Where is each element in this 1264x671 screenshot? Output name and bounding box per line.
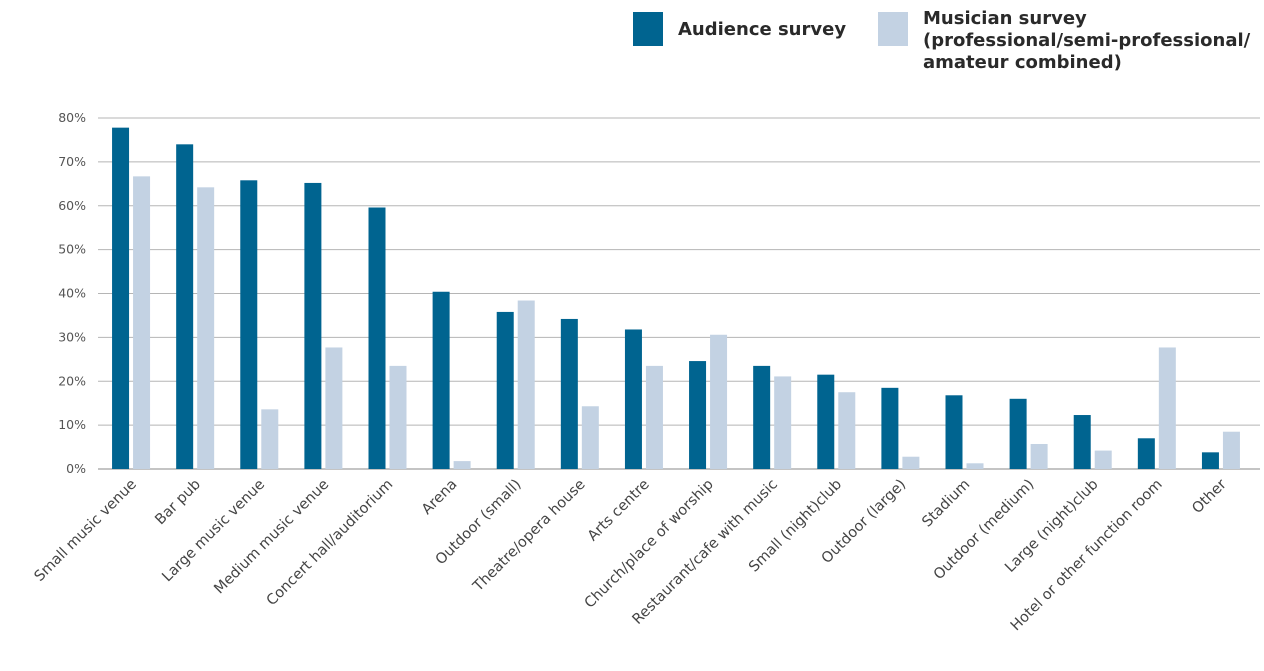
y-tick-label: 10%	[58, 417, 86, 432]
bar-musician-11	[838, 392, 856, 469]
legend-swatch-musician	[878, 12, 908, 46]
bar-audience-17	[1201, 452, 1219, 469]
bar-musician-15	[1094, 450, 1112, 469]
bar-audience-0	[112, 127, 130, 469]
x-category-label: Bar pub	[152, 477, 204, 529]
bar-audience-7	[560, 318, 578, 469]
bar-audience-5	[432, 291, 450, 469]
y-tick-label: 80%	[58, 110, 86, 125]
y-tick-label: 30%	[58, 329, 86, 344]
bar-musician-14	[1030, 443, 1048, 469]
bar-musician-1	[197, 187, 215, 469]
bar-audience-13	[945, 395, 963, 469]
bar-musician-2	[261, 409, 279, 469]
bar-audience-14	[1009, 398, 1027, 469]
bar-musician-6	[517, 300, 535, 469]
bar-audience-2	[240, 180, 258, 470]
x-category-label: Theatre/opera house	[470, 476, 589, 595]
bar-audience-8	[624, 329, 642, 469]
bar-musician-0	[133, 176, 151, 469]
bar-musician-17	[1222, 431, 1240, 469]
bar-audience-10	[753, 365, 771, 469]
x-category-label: Arena	[419, 477, 460, 518]
bar-audience-3	[304, 182, 322, 469]
bar-audience-12	[881, 387, 899, 469]
y-tick-label: 50%	[58, 242, 86, 257]
bar-audience-11	[817, 374, 835, 469]
bar-audience-15	[1073, 415, 1091, 469]
bar-musician-8	[645, 365, 663, 469]
bar-musician-5	[453, 461, 471, 469]
legend-swatch-audience	[633, 12, 663, 46]
bar-musician-3	[325, 347, 343, 469]
x-category-label: Small music venue	[32, 476, 140, 584]
bar-musician-12	[902, 456, 920, 469]
bar-audience-1	[176, 144, 194, 469]
y-tick-label: 20%	[58, 373, 86, 388]
bar-audience-6	[496, 311, 514, 469]
bar-musician-4	[389, 365, 407, 469]
x-category-label: Stadium	[919, 477, 973, 531]
legend-label-audience: Audience survey	[678, 19, 847, 40]
legend-label-musician: Musician survey (professional/semi-profe…	[923, 8, 1251, 73]
y-tick-label: 60%	[58, 198, 86, 213]
bar-musician-7	[581, 406, 599, 469]
bar-musician-9	[710, 334, 728, 469]
x-category-label: Medium music venue	[211, 476, 332, 597]
bar-audience-9	[689, 361, 707, 469]
y-tick-label: 70%	[58, 154, 86, 169]
bar-musician-13	[966, 463, 984, 469]
bar-musician-16	[1158, 347, 1176, 469]
bar-audience-4	[368, 207, 386, 469]
y-tick-label: 0%	[66, 461, 86, 476]
x-category-label: Church/place of worship	[582, 477, 717, 612]
x-category-label: Concert hall/auditorium	[264, 477, 397, 610]
bar-musician-10	[774, 376, 792, 469]
x-category-label: Arts centre	[585, 476, 653, 544]
y-tick-label: 40%	[58, 286, 86, 301]
bar-audience-16	[1137, 438, 1155, 469]
x-category-label: Other	[1189, 476, 1229, 516]
